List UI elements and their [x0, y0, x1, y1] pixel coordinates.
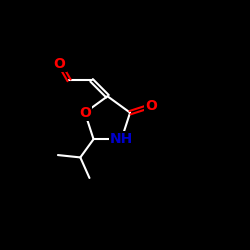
Text: O: O: [146, 99, 158, 113]
Text: NH: NH: [110, 132, 133, 146]
Text: O: O: [79, 106, 91, 120]
Text: O: O: [54, 57, 66, 71]
